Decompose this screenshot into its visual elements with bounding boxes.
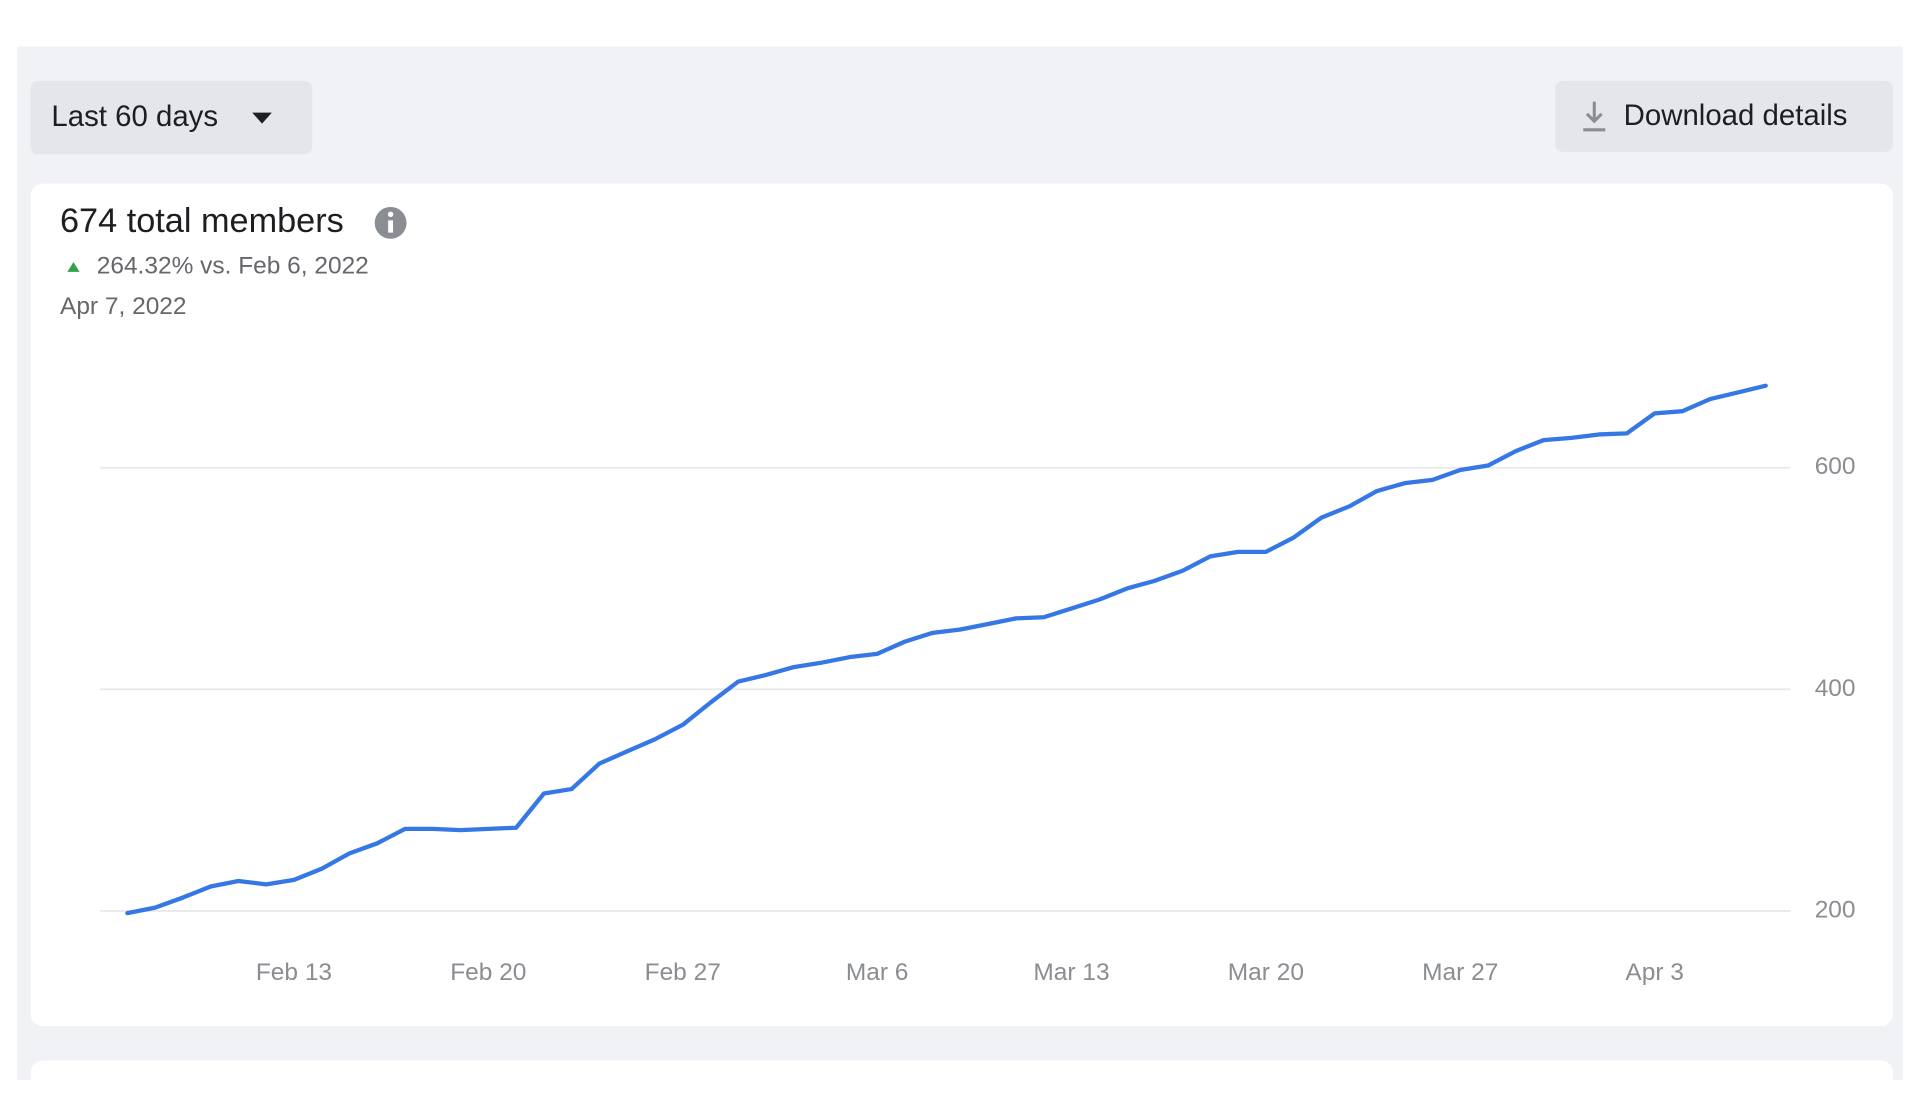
date-text: Apr 7, 2022: [60, 293, 187, 320]
x-tick-label: Mar 13: [1033, 959, 1109, 986]
x-tick-label: Feb 27: [645, 959, 721, 986]
x-tick-label: Mar 27: [1422, 959, 1498, 986]
range-label: Last 60 days: [51, 100, 219, 134]
x-tick-label: Feb 20: [450, 959, 526, 986]
info-icon-glyph: [388, 220, 394, 233]
change-text: 264.32% vs. Feb 6, 2022: [97, 252, 369, 279]
x-tick-label: Feb 13: [256, 959, 332, 986]
download-label: Download details: [1623, 99, 1848, 133]
info-icon-dot: [387, 211, 394, 217]
y-tick-label: 200: [1815, 896, 1856, 923]
x-tick-label: Apr 3: [1625, 959, 1683, 986]
download-button[interactable]: Download details: [1555, 80, 1894, 152]
x-tick-label: Mar 20: [1228, 959, 1304, 986]
up-arrow: [67, 262, 80, 272]
dropdown-arrow: [252, 112, 272, 124]
x-tick-label: Mar 6: [846, 959, 909, 986]
chart-title: 674 total members: [60, 202, 344, 240]
data-line: [125, 383, 1768, 916]
download-icon: [1583, 101, 1606, 132]
y-tick-label: 600: [1815, 453, 1856, 480]
y-tick-label: 400: [1815, 675, 1856, 702]
chart-card: [30, 183, 1894, 1027]
range-select[interactable]: Last 60 days: [30, 80, 313, 155]
